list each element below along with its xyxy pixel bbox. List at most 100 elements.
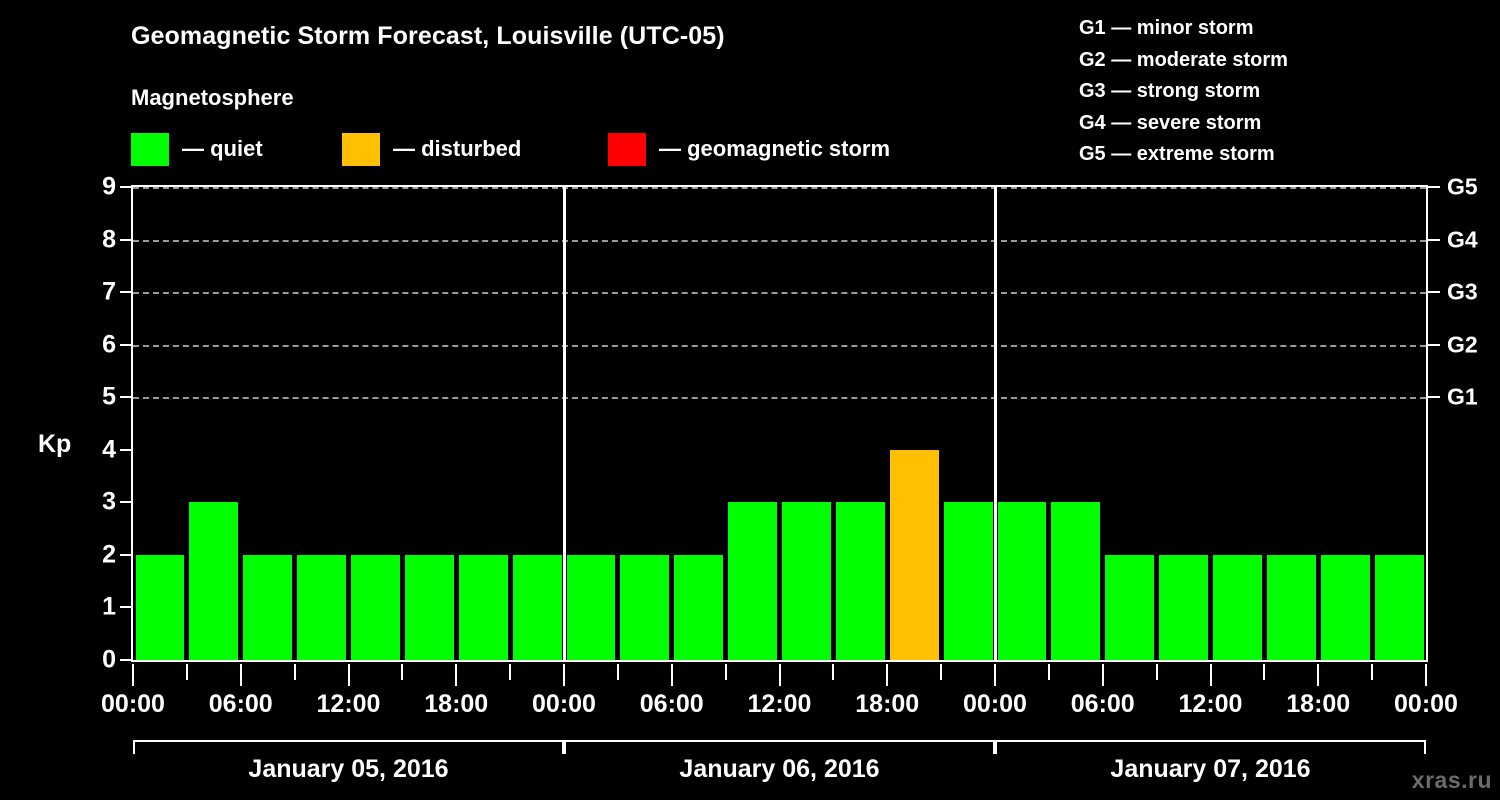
x-axis-tick-label: 18:00 — [424, 690, 489, 718]
g-scale-legend: G1 — minor storm G2 — moderate storm G3 — … — [1079, 13, 1288, 171]
y-axis-tick-mark — [120, 553, 131, 556]
day-divider-2 — [993, 187, 997, 660]
x-axis-tick-mark — [886, 664, 889, 686]
bar[interactable] — [728, 502, 777, 660]
g-scale-legend-item-1: G1 — minor storm — [1079, 17, 1254, 39]
bar[interactable] — [997, 502, 1047, 660]
legend-item-1: — disturbed — [342, 131, 521, 167]
y-axis-tick-mark — [120, 501, 131, 504]
g-axis-label-g3: G3 — [1447, 278, 1478, 305]
x-axis-tick-mark — [455, 664, 458, 686]
bar[interactable] — [943, 502, 993, 660]
day-bracket-2 — [564, 740, 995, 754]
x-axis-tick-label: 12:00 — [316, 690, 381, 718]
day-bracket-1 — [133, 740, 564, 754]
gridline-kp-6 — [133, 344, 1426, 347]
x-axis-tick-mark — [994, 664, 996, 686]
g-axis-label-g5: G5 — [1447, 173, 1478, 200]
quiet-swatch — [131, 132, 169, 166]
x-axis-tick-mark — [1317, 664, 1320, 686]
y-axis-tick-mark — [120, 659, 131, 661]
y-axis-tick-mark — [120, 606, 131, 609]
x-axis-tick-mark — [1263, 664, 1266, 680]
g-axis-tick-mark — [1428, 291, 1440, 294]
bar[interactable] — [1374, 554, 1424, 660]
day-bracket-3 — [995, 740, 1426, 754]
gridline-kp-9 — [133, 187, 1426, 189]
day-label: January 07, 2016 — [1110, 755, 1311, 783]
y-axis-tick-label: 0 — [102, 645, 116, 674]
y-axis-tick-mark — [120, 238, 131, 241]
bar[interactable] — [189, 502, 239, 660]
plot-inner — [133, 187, 1426, 660]
bar[interactable] — [1320, 554, 1370, 660]
g-axis-tick-mark — [1428, 396, 1440, 399]
bar[interactable] — [404, 554, 454, 660]
bar[interactable] — [782, 502, 831, 660]
x-axis-tick-mark — [185, 664, 188, 680]
bar[interactable] — [243, 554, 293, 660]
x-axis-tick-mark — [132, 664, 134, 686]
y-axis-tick-label: 1 — [102, 592, 116, 621]
day-divider-1 — [562, 187, 566, 660]
day-label: January 05, 2016 — [248, 755, 449, 783]
y-axis-tick-mark — [120, 343, 131, 346]
g-scale-legend-item-4: G4 — severe storm — [1079, 111, 1262, 134]
gridline-kp-5 — [133, 397, 1426, 400]
x-axis-tick-mark — [670, 664, 673, 686]
bar[interactable] — [1159, 554, 1208, 660]
bar[interactable] — [835, 502, 885, 660]
bar[interactable] — [297, 554, 346, 660]
x-axis-tick-mark — [1047, 664, 1050, 680]
x-axis-tick-mark — [293, 664, 296, 680]
x-axis-tick-label: 06:00 — [208, 690, 273, 718]
bar[interactable] — [458, 554, 508, 660]
bar[interactable] — [1105, 554, 1155, 660]
y-axis-tick-mark — [120, 186, 131, 188]
x-axis-tick-mark — [778, 664, 781, 686]
y-axis-tick-label: 7 — [102, 277, 116, 306]
y-axis-tick-label: 6 — [102, 330, 116, 359]
bar[interactable] — [135, 554, 185, 660]
bar[interactable] — [620, 554, 670, 660]
x-axis-tick-mark — [940, 664, 943, 680]
x-axis-tick-mark — [1101, 664, 1104, 686]
bar[interactable] — [1266, 554, 1316, 660]
x-axis-tick-label: 00:00 — [1394, 690, 1458, 718]
bar[interactable] — [1051, 502, 1101, 660]
x-axis-tick-mark — [1371, 664, 1374, 680]
x-axis-tick-label: 18:00 — [1286, 690, 1351, 718]
bar[interactable] — [889, 449, 939, 660]
g-scale-legend-item-3: G3 — strong storm — [1079, 80, 1261, 102]
x-axis-tick-label: 06:00 — [1070, 690, 1135, 718]
x-axis-tick-mark — [1209, 664, 1212, 686]
x-axis-tick-label: 12:00 — [1178, 690, 1243, 718]
y-axis-tick-label: 3 — [102, 487, 116, 516]
x-axis-tick-label: 00:00 — [532, 690, 596, 718]
bar[interactable] — [1213, 554, 1262, 660]
g-axis-tick-mark — [1428, 343, 1440, 346]
y-axis-tick-mark — [120, 448, 131, 451]
legend-item-label: — disturbed — [393, 136, 522, 161]
x-axis-tick-mark — [509, 664, 512, 680]
legend-heading: Magnetosphere — [131, 85, 294, 110]
x-axis-tick-mark — [724, 664, 727, 680]
y-axis-tick-label: 9 — [102, 172, 116, 201]
x-axis-tick-label: 06:00 — [639, 690, 704, 718]
gridline-kp-8 — [133, 239, 1426, 242]
bar[interactable] — [351, 554, 400, 660]
g-axis-tick-mark — [1428, 186, 1440, 188]
g-axis-tick-mark — [1428, 238, 1440, 241]
y-axis-tick-label: 4 — [102, 435, 116, 464]
bar[interactable] — [566, 554, 616, 660]
y-axis-tick-label: 5 — [102, 382, 116, 411]
x-axis-tick-mark — [1155, 664, 1158, 680]
bar[interactable] — [512, 554, 562, 660]
bar[interactable] — [674, 554, 724, 660]
y-axis-tick-label: 2 — [102, 540, 116, 569]
x-axis-tick-mark — [401, 664, 404, 680]
gridline-kp-7 — [133, 292, 1426, 295]
legend-item-label: — geomagnetic storm — [659, 136, 891, 161]
g-axis-label-g1: G1 — [1447, 383, 1478, 410]
